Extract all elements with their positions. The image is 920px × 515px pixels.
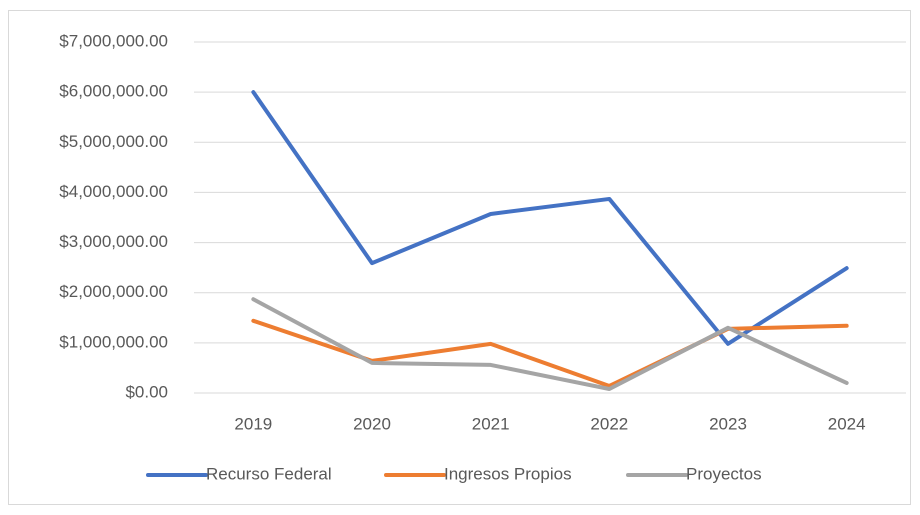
y-tick-label: $1,000,000.00 (59, 332, 168, 351)
y-tick-label: $4,000,000.00 (59, 182, 168, 201)
x-tick-label: 2024 (828, 414, 866, 433)
x-tick-label: 2019 (234, 414, 272, 433)
legend-label: Proyectos (686, 464, 762, 483)
y-tick-label: $0.00 (125, 382, 168, 401)
x-tick-label: 2020 (353, 414, 391, 433)
y-tick-label: $6,000,000.00 (59, 82, 168, 101)
y-tick-label: $7,000,000.00 (59, 31, 168, 50)
x-tick-label: 2022 (590, 414, 628, 433)
x-tick-label: 2021 (472, 414, 510, 433)
series-line (251, 90, 849, 346)
legend-label: Ingresos Propios (444, 464, 572, 483)
x-tick-label: 2023 (709, 414, 747, 433)
y-tick-label: $2,000,000.00 (59, 282, 168, 301)
legend-label: Recurso Federal (206, 464, 332, 483)
y-tick-label: $3,000,000.00 (59, 232, 168, 251)
y-tick-label: $5,000,000.00 (59, 132, 168, 151)
series-line (251, 297, 849, 391)
chart-frame (8, 10, 911, 505)
